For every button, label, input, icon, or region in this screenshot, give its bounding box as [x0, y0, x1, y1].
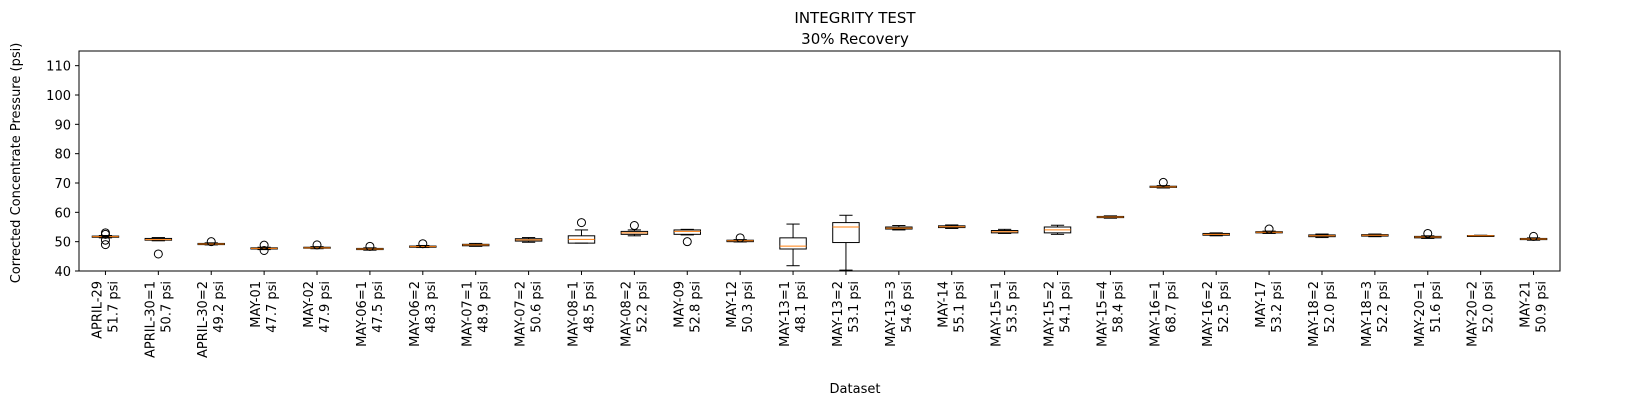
x-tick-label: MAY-1753.2 psi	[1254, 281, 1285, 333]
x-tick-label: MAY-13=354.6 psi	[884, 281, 915, 347]
x-tick-label: MAY-08=148.5 psi	[566, 281, 597, 347]
x-axis-label: Dataset	[830, 382, 881, 397]
y-axis-label: Corrected Concentrate Pressure (psi)	[9, 43, 24, 284]
x-tick-label: MAY-1250.3 psi	[725, 281, 756, 333]
outlier-point	[100, 240, 110, 250]
chart-title: INTEGRITY TEST	[794, 9, 916, 27]
outlier-point	[206, 237, 216, 247]
x-tick-label: MAY-07=148.9 psi	[461, 281, 492, 347]
x-tick-label: MAY-0247.9 psi	[302, 281, 333, 333]
x-tick-label: MAY-06=248.3 psi	[408, 281, 439, 347]
y-tick-label: 60	[54, 206, 71, 221]
x-tick-label: MAY-08=252.2 psi	[619, 281, 650, 347]
x-tick-label: MAY-07=250.6 psi	[514, 281, 545, 347]
x-tick-label: MAY-20=151.6 psi	[1413, 281, 1444, 347]
y-tick-label: 90	[54, 118, 71, 133]
outlier-point	[576, 218, 586, 228]
outlier-point	[153, 249, 163, 259]
x-tick-label: MAY-0952.8 psi	[672, 281, 703, 333]
y-tick-label: 80	[54, 148, 71, 163]
box	[673, 229, 701, 235]
x-tick-label: APRIL-2951.7 psi	[90, 281, 121, 339]
x-tick-label: MAY-20=252.0 psi	[1466, 281, 1497, 347]
outlier-point	[365, 241, 375, 251]
plot-area: 40 50 60 70 80 90 100 110 APRIL-2951.7 psi APRIL-…	[46, 50, 1561, 358]
y-tick-label: 70	[54, 177, 71, 192]
outlier-point	[1529, 231, 1539, 241]
x-tick-label: MAY-18=252.0 psi	[1307, 281, 1338, 347]
x-tick-label: MAY-16=252.5 psi	[1201, 281, 1232, 347]
outlier-point	[1264, 224, 1274, 234]
outlier-point	[418, 239, 428, 249]
outlier-point	[735, 233, 745, 243]
box	[832, 222, 860, 244]
x-tick-label: APRIL-30=249.2 psi	[196, 281, 227, 358]
x-tick-label: MAY-18=352.2 psi	[1360, 281, 1391, 347]
outlier-point	[1158, 177, 1168, 187]
x-tick-label: MAY-16=168.7 psi	[1148, 281, 1179, 347]
x-tick-label: MAY-0147.7 psi	[249, 281, 280, 333]
y-tick-label: 110	[46, 60, 71, 75]
box	[779, 237, 807, 250]
x-tick-label: MAY-15=153.5 psi	[990, 281, 1021, 347]
outlier-point	[100, 235, 110, 245]
outlier-point	[259, 240, 269, 250]
outlier-point	[259, 245, 269, 255]
x-tick-label: MAY-1455.1 psi	[937, 281, 968, 333]
outlier-point	[312, 240, 322, 250]
x-tick-label: MAY-15=254.1 psi	[1043, 281, 1074, 347]
outlier-point	[629, 221, 639, 231]
y-tick-label: 50	[54, 236, 71, 251]
x-tick-label: MAY-15=458.4 psi	[1095, 281, 1126, 347]
x-tick-label: MAY-2150.9 psi	[1519, 281, 1550, 333]
x-tick-label: MAY-13=253.1 psi	[831, 281, 862, 347]
x-tick-label: MAY-13=148.1 psi	[778, 281, 809, 347]
outlier-point	[682, 237, 692, 247]
x-tick-label: MAY-06=147.5 psi	[355, 281, 386, 347]
outlier-point	[100, 228, 110, 238]
plot-frame	[78, 50, 1561, 272]
outlier-point	[1423, 228, 1433, 238]
y-tick-label: 40	[54, 265, 71, 280]
y-tick-label: 100	[46, 89, 71, 104]
chart-subtitle: 30% Recovery	[801, 30, 909, 48]
x-tick-label: APRIL-30=150.7 psi	[143, 281, 174, 358]
